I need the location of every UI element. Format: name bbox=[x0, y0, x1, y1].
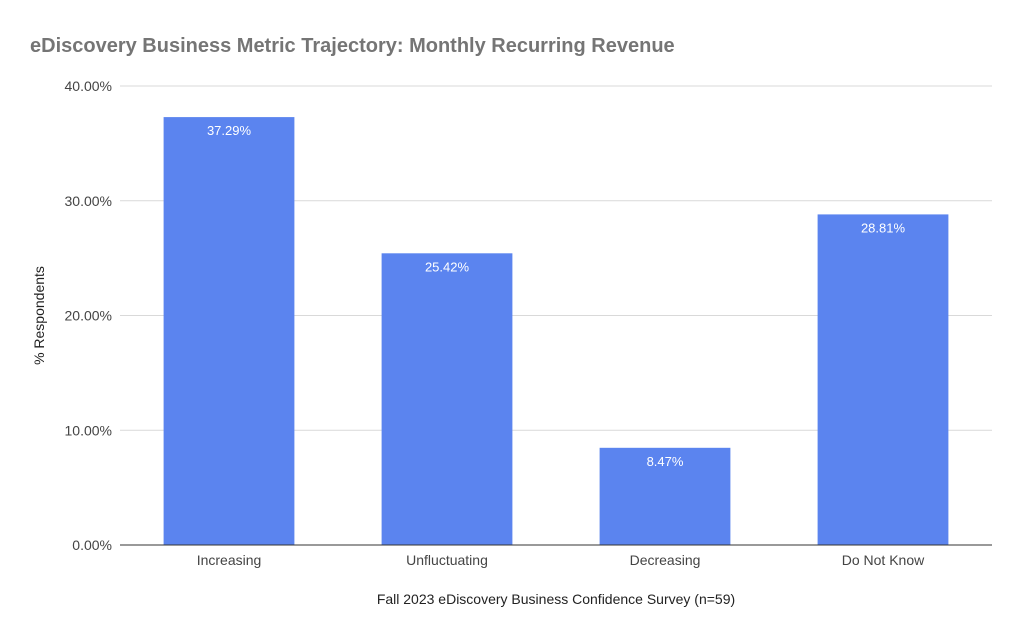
y-tick-label: 40.00% bbox=[65, 78, 112, 94]
x-tick-label: Decreasing bbox=[630, 552, 701, 568]
bar-value-label: 37.29% bbox=[207, 123, 252, 138]
x-tick-label: Increasing bbox=[197, 552, 262, 568]
y-axis-ticks: 0.00% 10.00% 20.00% 30.00% 40.00% bbox=[65, 78, 112, 553]
bar bbox=[381, 253, 513, 546]
bar-value-label: 25.42% bbox=[425, 259, 470, 274]
y-tick-label: 10.00% bbox=[65, 422, 112, 438]
y-axis-title: % Respondents bbox=[31, 266, 47, 365]
bar bbox=[817, 214, 949, 545]
bar bbox=[599, 447, 731, 545]
bar bbox=[163, 117, 295, 545]
y-tick-label: 30.00% bbox=[65, 193, 112, 209]
chart-title: eDiscovery Business Metric Trajectory: M… bbox=[30, 35, 675, 57]
y-tick-label: 20.00% bbox=[65, 308, 112, 324]
x-axis-title: Fall 2023 eDiscovery Business Confidence… bbox=[377, 591, 735, 607]
bar-value-label: 28.81% bbox=[861, 220, 906, 235]
x-tick-label: Do Not Know bbox=[842, 552, 925, 568]
bar-value-label: 8.47% bbox=[647, 454, 684, 469]
x-tick-label: Unfluctuating bbox=[406, 552, 488, 568]
y-tick-label: 0.00% bbox=[72, 537, 112, 553]
x-axis-ticks: Increasing Unfluctuating Decreasing Do Not … bbox=[197, 552, 925, 568]
bars: 37.29% 25.42% 8.47% 28.81% bbox=[163, 117, 949, 546]
